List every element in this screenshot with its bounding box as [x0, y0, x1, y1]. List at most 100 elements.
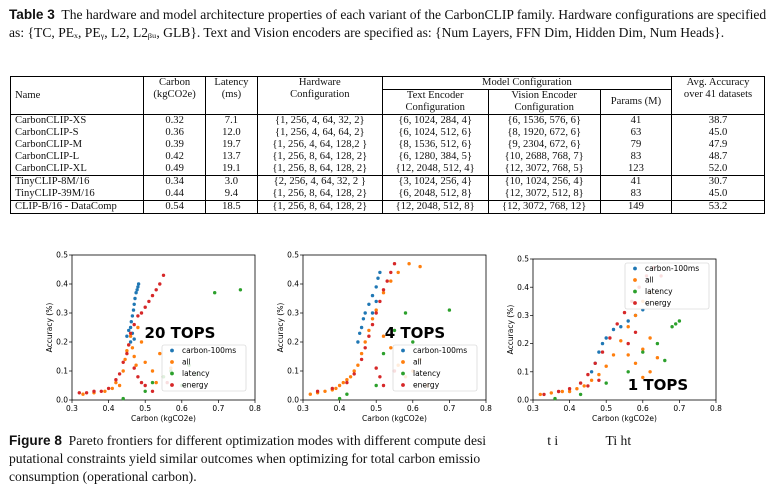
data-point-energy: [363, 346, 367, 350]
data-point-energy: [114, 378, 118, 382]
table-cell: CLIP-B/16 - DataComp: [9, 200, 144, 214]
data-point-all: [143, 360, 147, 364]
x-tick-label: 0.7: [212, 404, 224, 413]
data-point-carbon-100ms: [619, 325, 623, 329]
header-hardware-label: Hardware: [298, 77, 341, 88]
data-point-carbon-100ms: [130, 314, 135, 318]
data-point-carbon-100ms: [127, 328, 131, 333]
y-tick-label: 0.2: [287, 338, 299, 347]
data-point-all: [103, 389, 107, 393]
header-hardware: Hardware Configuration: [256, 76, 383, 115]
data-point-all: [356, 363, 360, 367]
data-point-energy: [385, 279, 389, 283]
data-point-carbon-100ms: [135, 288, 139, 292]
data-point-all: [359, 351, 364, 356]
legend-label: all: [413, 358, 422, 367]
data-point-energy: [127, 343, 131, 347]
data-point-all: [374, 308, 378, 312]
legend-marker: [401, 383, 405, 387]
data-point-energy: [626, 341, 630, 346]
table-body: CarbonCLIP-XS 0.32 7.1 {1, 256, 4, 64, 32, …: [9, 114, 765, 214]
y-axis-label: Accuracy (%): [506, 305, 515, 355]
legend-label: carbon-100ms: [182, 346, 236, 355]
table-cell: 83: [599, 151, 672, 163]
header-accuracy-label2: over 41 datasets: [683, 89, 753, 100]
data-point-energy: [370, 322, 375, 327]
data-point-energy: [77, 391, 82, 395]
data-point-carbon-100ms: [367, 302, 371, 306]
y-tick-label: 0.1: [287, 367, 299, 376]
data-point-energy: [139, 311, 144, 315]
data-point-energy: [161, 273, 166, 277]
x-tick-label: 0.8: [480, 404, 492, 413]
data-point-energy: [143, 383, 147, 388]
data-point-latency: [655, 341, 660, 346]
table-cell: {8, 1536, 512, 6}: [381, 139, 489, 151]
data-point-carbon-100ms: [374, 299, 378, 304]
data-point-energy: [99, 389, 104, 393]
data-point-carbon-100ms: [374, 285, 378, 289]
data-point-all: [81, 392, 85, 396]
data-point-all: [341, 380, 345, 385]
data-point-carbon-100ms: [133, 296, 137, 301]
table-cell: {6, 1536, 576, 6}: [487, 114, 601, 127]
table-cell: {6, 1024, 512, 6}: [381, 127, 489, 139]
table-row: CLIP-B/16 - DataComp 0.54 18.5 {1, 256, 8, …: [9, 200, 765, 214]
data-point-energy: [132, 366, 136, 370]
data-point-all: [641, 375, 645, 380]
plot-frame: [532, 258, 717, 401]
data-point-all: [150, 369, 155, 373]
data-point-energy: [600, 350, 605, 354]
legend-label: latency: [413, 369, 441, 378]
data-point-all: [363, 340, 367, 344]
table-cell: TinyCLIP-39M/16: [9, 188, 144, 201]
y-tick-label: 0.2: [517, 339, 529, 348]
table-row: CarbonCLIP-M 0.39 19.7 {1, 256, 4, 64, 128,…: [9, 139, 765, 151]
data-point-energy: [359, 357, 364, 362]
table-cell: {12, 3072, 768, 5}: [487, 163, 601, 176]
header-vision-encoder-label: Vision Encoder: [511, 90, 577, 101]
y-tick-label: 0.1: [56, 367, 68, 376]
table-cell: CarbonCLIP-XL: [9, 163, 144, 176]
data-point-carbon-100ms: [604, 336, 608, 340]
table-cell: 63: [599, 127, 672, 139]
carbonclip-table: Name Carbon (kgCO2e) Latency (ms) Hardware…: [9, 76, 765, 214]
data-point-carbon-100ms: [363, 311, 367, 315]
data-point-energy: [389, 270, 393, 275]
table-cell: {1, 256, 8, 64, 128, 2}: [256, 200, 383, 214]
x-tick-label: 0.6: [407, 404, 419, 413]
data-point-all: [381, 334, 386, 338]
data-point-carbon-100ms: [129, 320, 133, 324]
data-point-energy: [367, 334, 371, 338]
data-point-all: [110, 386, 115, 391]
legend-box: [624, 262, 710, 310]
legend-marker: [170, 371, 174, 376]
data-point-energy: [556, 389, 561, 394]
legend-label: latency: [182, 369, 210, 378]
data-point-energy: [128, 331, 133, 335]
data-point-latency: [150, 380, 155, 385]
table-cell: TinyCLIP-8M/16: [9, 175, 144, 188]
y-tick-label: 0.5: [287, 251, 299, 260]
header-latency: Latency (ms): [204, 76, 258, 115]
table-row: CarbonCLIP-L 0.42 13.7 {1, 256, 8, 64, 128,…: [9, 151, 765, 163]
legend-label: energy: [182, 381, 209, 390]
table-row: CarbonCLIP-XL 0.49 19.1 {1, 256, 8, 64, 128…: [9, 163, 765, 176]
data-point-carbon-100ms: [134, 291, 138, 295]
data-point-all: [549, 391, 553, 395]
data-point-energy: [315, 389, 320, 393]
legend-label: all: [182, 358, 191, 367]
x-tick-label: 0.5: [139, 404, 151, 413]
table-cell: {10, 1024, 256, 4}: [487, 175, 601, 188]
table-cell: 38.7: [671, 114, 765, 127]
data-point-all: [611, 353, 616, 357]
header-latency-unit: (ms): [221, 89, 242, 100]
data-point-all: [117, 383, 122, 388]
table-cell: {1, 256, 8, 64, 128, 2}: [256, 188, 383, 201]
data-point-all: [633, 313, 638, 318]
figure-caption-line-1-text: Pareto frontiers for different optimizat…: [68, 433, 487, 448]
y-tick-label: 0.1: [517, 367, 529, 376]
data-point-all: [648, 370, 652, 374]
table-row: CarbonCLIP-S 0.36 12.0 {1, 256, 4, 64, 64, …: [9, 127, 765, 139]
figure-caption: Figure 8 Pareto frontiers for different …: [9, 432, 769, 486]
